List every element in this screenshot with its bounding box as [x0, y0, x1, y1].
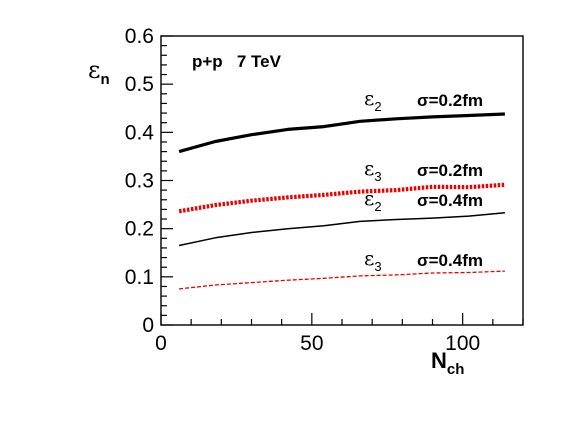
x-tick-label: 50	[300, 332, 323, 355]
y-tick-label: 0.2	[125, 218, 154, 241]
series-label-subscript: 3	[374, 169, 381, 184]
y-axis-title-subscript: n	[100, 71, 109, 88]
series-line-1	[178, 182, 506, 214]
y-tick-label: 0.3	[125, 170, 154, 193]
svg-text:σ=0.4fm: σ=0.4fm	[417, 191, 483, 210]
svg-text:σ=0.4fm: σ=0.4fm	[417, 251, 483, 270]
series-label-symbol: ε	[364, 86, 374, 110]
series-label-symbol: ε	[364, 156, 374, 180]
svg-text:ε3: ε3	[364, 156, 382, 184]
series-label-subscript: 2	[374, 99, 381, 114]
series-label-subscript: 3	[374, 259, 381, 274]
y-tick-label: 0.6	[125, 25, 154, 48]
x-axis-title: Nch	[431, 348, 464, 378]
y-tick-label: 0.5	[125, 73, 154, 96]
plot-frame	[160, 35, 524, 326]
svg-text:ε3: ε3	[364, 246, 382, 274]
series-label-e2-04: ε2 σ=0.4fm	[364, 186, 483, 214]
series-label-e3-04: ε3 σ=0.4fm	[364, 246, 483, 274]
y-tick-label: 0.1	[125, 266, 154, 289]
x-axis: 0 50 100	[155, 313, 524, 355]
series-label-symbol: ε	[364, 186, 374, 210]
series-label-e2-02: ε2 σ=0.2fm	[364, 86, 483, 114]
x-axis-title-main: N	[431, 348, 447, 373]
series-label-symbol: ε	[364, 246, 374, 270]
y-axis-title: εn	[88, 56, 110, 88]
series-label-param: σ=0.2fm	[417, 161, 483, 180]
svg-text:σ=0.2fm: σ=0.2fm	[417, 91, 483, 110]
series-label-subscript: 2	[374, 199, 381, 214]
series-label-param: σ=0.2fm	[417, 91, 483, 110]
svg-text:ε2: ε2	[364, 86, 382, 114]
y-tick-label: 0	[142, 314, 154, 337]
y-tick-label: 0.4	[125, 121, 155, 144]
series-label-e3-02: ε3 σ=0.2fm	[364, 156, 483, 184]
x-tick-label: 100	[445, 332, 480, 355]
svg-text:σ=0.2fm: σ=0.2fm	[417, 161, 483, 180]
series-line-0	[178, 112, 505, 154]
chart-annotation: p+p 7 TeV	[192, 52, 282, 71]
x-tick-label: 0	[155, 332, 167, 355]
series-line-3	[179, 270, 505, 290]
chart-marks	[178, 112, 506, 290]
x-axis-title-subscript: ch	[447, 361, 465, 378]
series-label-param: σ=0.4fm	[417, 191, 483, 210]
y-axis: 0 0.1 0.2 0.3 0.4 0.5 0.6	[125, 25, 173, 337]
series-line-2	[178, 212, 505, 247]
y-axis-title-symbol: ε	[88, 56, 100, 84]
series-label-param: σ=0.4fm	[417, 251, 483, 270]
svg-text:ε2: ε2	[364, 186, 382, 214]
